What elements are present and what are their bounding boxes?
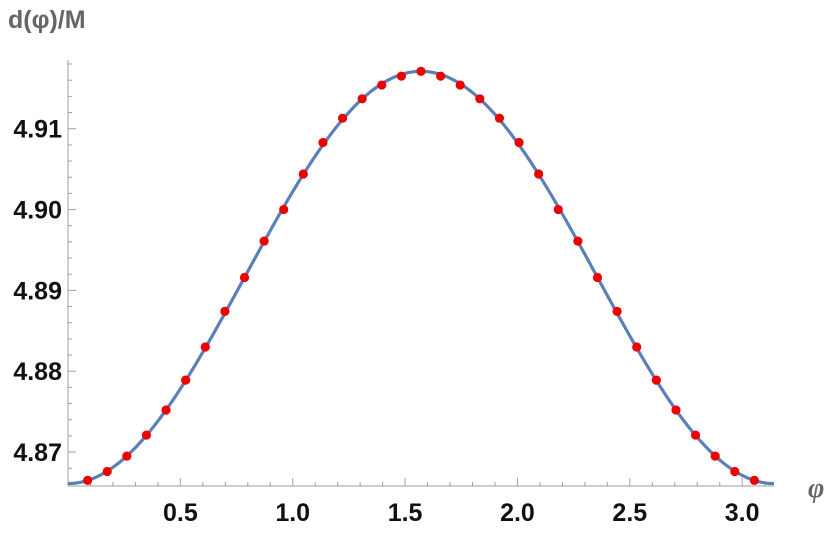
data-point — [279, 204, 289, 215]
data-point — [181, 375, 191, 385]
data-point — [730, 466, 740, 477]
data-point — [436, 71, 446, 81]
data-point — [710, 451, 720, 461]
data-point — [690, 430, 701, 440]
data-point — [220, 306, 230, 316]
data-point — [534, 169, 544, 179]
axes — [67, 60, 774, 487]
data-point — [416, 66, 426, 76]
data-point — [318, 137, 328, 148]
data-point — [298, 169, 308, 179]
data-point — [475, 94, 485, 104]
data-point — [514, 137, 524, 148]
x-tick-label: 1.5 — [388, 499, 423, 527]
data-point — [592, 272, 603, 283]
data-point — [102, 466, 112, 477]
x-tick-label: 1.0 — [275, 499, 310, 527]
data-point — [455, 80, 465, 90]
data-point — [83, 475, 93, 485]
ticks: 0.5 1.0 1.5 2.0 2.5 3.0 4.87 4.88 4.89 4.90 4.91 — [13, 63, 766, 527]
data-point — [377, 80, 387, 90]
data-point — [632, 342, 642, 352]
curve-layer — [67, 69, 775, 486]
data-point — [573, 236, 583, 246]
data-point — [122, 451, 132, 461]
data-point — [200, 342, 210, 352]
data-point — [337, 113, 348, 123]
data-point — [259, 236, 269, 246]
data-point — [396, 71, 406, 81]
y-tick-label: 4.87 — [13, 439, 62, 467]
x-axis-title: φ — [808, 473, 824, 504]
data-point — [141, 430, 152, 440]
data-point — [553, 204, 563, 215]
y-tick-label: 4.88 — [13, 358, 62, 386]
y-axis-title: d(φ)/M — [8, 6, 86, 34]
y-tick-label: 4.90 — [13, 197, 62, 225]
data-point — [671, 405, 681, 415]
data-point — [239, 272, 250, 283]
x-tick-label: 0.5 — [163, 499, 198, 527]
x-tick-label: 2.5 — [612, 499, 647, 527]
x-tick-label: 3.0 — [725, 499, 760, 527]
data-point — [749, 475, 759, 485]
data-point — [651, 375, 661, 385]
data-point — [357, 94, 367, 104]
data-point — [494, 113, 505, 123]
points-layer — [83, 66, 759, 485]
model-curve — [67, 69, 775, 486]
y-tick-label: 4.91 — [13, 116, 62, 144]
y-tick-label: 4.89 — [13, 277, 62, 305]
x-tick-label: 2.0 — [500, 499, 535, 527]
data-point — [612, 306, 622, 316]
data-point — [161, 405, 171, 415]
